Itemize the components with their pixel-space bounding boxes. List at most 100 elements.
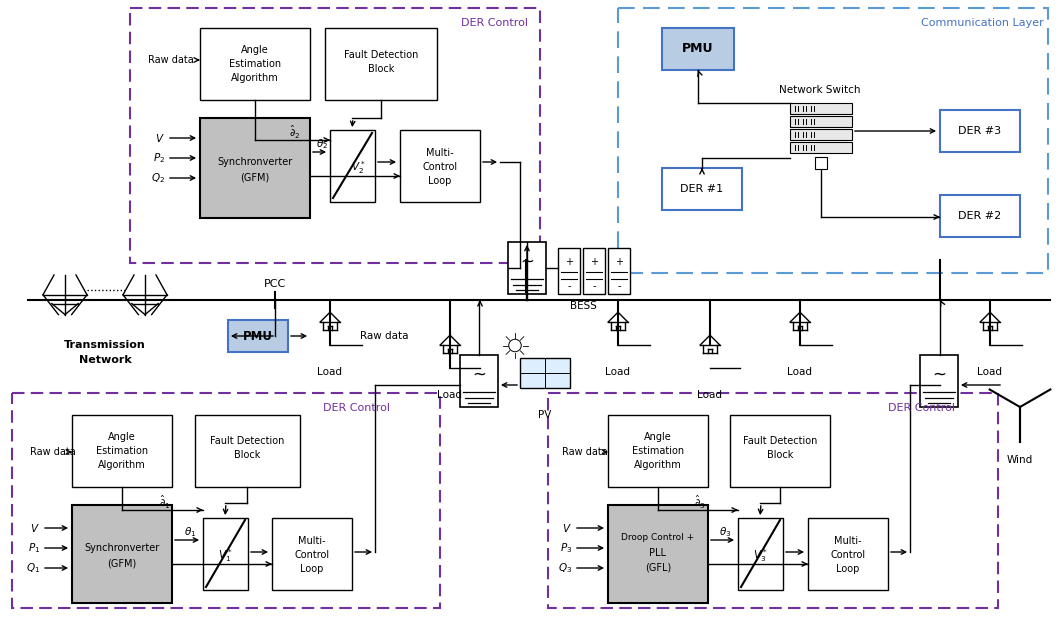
Bar xyxy=(790,129,852,140)
Text: $Q_2$: $Q_2$ xyxy=(151,171,166,185)
Text: Load: Load xyxy=(437,390,463,400)
Bar xyxy=(790,116,852,127)
Text: Multi-: Multi- xyxy=(298,536,326,546)
Text: $P_1$: $P_1$ xyxy=(28,541,40,555)
Text: (GFM): (GFM) xyxy=(241,173,269,183)
Text: -: - xyxy=(618,281,621,291)
Text: Fault Detection: Fault Detection xyxy=(210,436,284,446)
Text: $\theta_2$: $\theta_2$ xyxy=(316,137,328,151)
Text: PMU: PMU xyxy=(243,330,273,343)
Bar xyxy=(558,248,580,294)
Text: Communication Layer: Communication Layer xyxy=(921,18,1044,28)
Text: +: + xyxy=(590,257,598,267)
Text: Algorithm: Algorithm xyxy=(98,460,145,470)
Text: -: - xyxy=(592,281,595,291)
Bar xyxy=(325,28,437,100)
Text: DER Control: DER Control xyxy=(888,403,955,413)
Text: Fault Detection: Fault Detection xyxy=(344,50,418,60)
Text: PMU: PMU xyxy=(682,42,714,55)
Text: DER #2: DER #2 xyxy=(958,211,1002,221)
Text: $V^*_3$: $V^*_3$ xyxy=(752,548,767,564)
Text: Control: Control xyxy=(422,162,457,172)
Text: Block: Block xyxy=(767,450,794,460)
Text: (GFM): (GFM) xyxy=(107,559,137,569)
Text: Block: Block xyxy=(233,450,260,460)
Text: DER Control: DER Control xyxy=(460,18,528,28)
Text: Control: Control xyxy=(831,550,866,560)
Bar xyxy=(508,242,546,294)
Text: Raw data: Raw data xyxy=(562,447,608,457)
Text: Transmission: Transmission xyxy=(64,340,145,350)
Text: $\theta_1$: $\theta_1$ xyxy=(184,525,196,539)
Bar xyxy=(808,518,888,590)
Bar xyxy=(608,248,630,294)
Bar xyxy=(203,518,248,590)
Bar xyxy=(608,505,708,603)
Text: DER Control: DER Control xyxy=(323,403,390,413)
Bar xyxy=(940,195,1020,237)
Text: $Q_1$: $Q_1$ xyxy=(25,561,40,575)
Text: Loop: Loop xyxy=(429,176,452,186)
Text: -: - xyxy=(568,281,571,291)
Text: BESS: BESS xyxy=(570,301,596,311)
Text: Control: Control xyxy=(295,550,330,560)
Text: ~: ~ xyxy=(472,366,486,384)
Bar xyxy=(940,110,1020,152)
Bar xyxy=(400,130,480,202)
Text: Angle: Angle xyxy=(644,432,672,442)
Text: DER #3: DER #3 xyxy=(958,126,1002,136)
Text: Synchronverter: Synchronverter xyxy=(85,543,159,553)
Text: Network Switch: Network Switch xyxy=(779,85,860,95)
Text: Raw data: Raw data xyxy=(360,331,408,341)
Text: Raw data: Raw data xyxy=(30,447,75,457)
Text: Load: Load xyxy=(317,367,343,377)
Text: Algorithm: Algorithm xyxy=(634,460,682,470)
Text: $\hat{\partial}_3$: $\hat{\partial}_3$ xyxy=(694,493,706,511)
Text: Angle: Angle xyxy=(108,432,136,442)
Text: Load: Load xyxy=(977,367,1003,377)
Text: Loop: Loop xyxy=(300,564,324,574)
Text: $\hat{\partial}_2$: $\hat{\partial}_2$ xyxy=(290,123,300,141)
Text: Fault Detection: Fault Detection xyxy=(743,436,817,446)
Bar xyxy=(547,393,998,608)
Bar xyxy=(272,518,352,590)
Text: PV: PV xyxy=(538,410,552,420)
Text: Estimation: Estimation xyxy=(95,446,149,456)
Text: $P_2$: $P_2$ xyxy=(153,151,166,165)
Bar xyxy=(201,28,310,100)
Bar xyxy=(520,358,570,388)
Text: $P_3$: $P_3$ xyxy=(560,541,572,555)
Bar xyxy=(582,248,605,294)
Bar xyxy=(72,505,172,603)
Bar xyxy=(72,415,172,487)
Bar xyxy=(195,415,300,487)
Text: ~: ~ xyxy=(520,253,534,271)
Bar xyxy=(920,355,958,407)
Bar xyxy=(790,142,852,153)
Text: Load: Load xyxy=(697,390,723,400)
Text: Multi-: Multi- xyxy=(427,148,454,158)
Text: $V$: $V$ xyxy=(562,522,572,534)
Text: $V^*_1$: $V^*_1$ xyxy=(218,548,232,564)
Text: $\theta_3$: $\theta_3$ xyxy=(718,525,731,539)
Bar xyxy=(12,393,440,608)
Text: Estimation: Estimation xyxy=(632,446,684,456)
Text: Raw data: Raw data xyxy=(147,55,194,65)
Text: +: + xyxy=(566,257,573,267)
Text: Loop: Loop xyxy=(836,564,859,574)
Text: Estimation: Estimation xyxy=(229,59,281,69)
Text: Droop Control +: Droop Control + xyxy=(622,533,695,543)
Text: PLL: PLL xyxy=(649,548,666,558)
Text: Network: Network xyxy=(79,355,132,365)
Text: $Q_3$: $Q_3$ xyxy=(558,561,572,575)
Text: Synchronverter: Synchronverter xyxy=(218,157,293,167)
Text: Load: Load xyxy=(787,367,813,377)
Bar xyxy=(618,8,1048,273)
Bar xyxy=(131,8,540,263)
Bar xyxy=(201,118,310,218)
Text: $V$: $V$ xyxy=(31,522,40,534)
Bar xyxy=(330,130,375,202)
Text: Angle: Angle xyxy=(241,45,268,55)
Bar xyxy=(730,415,830,487)
Bar xyxy=(228,320,288,352)
